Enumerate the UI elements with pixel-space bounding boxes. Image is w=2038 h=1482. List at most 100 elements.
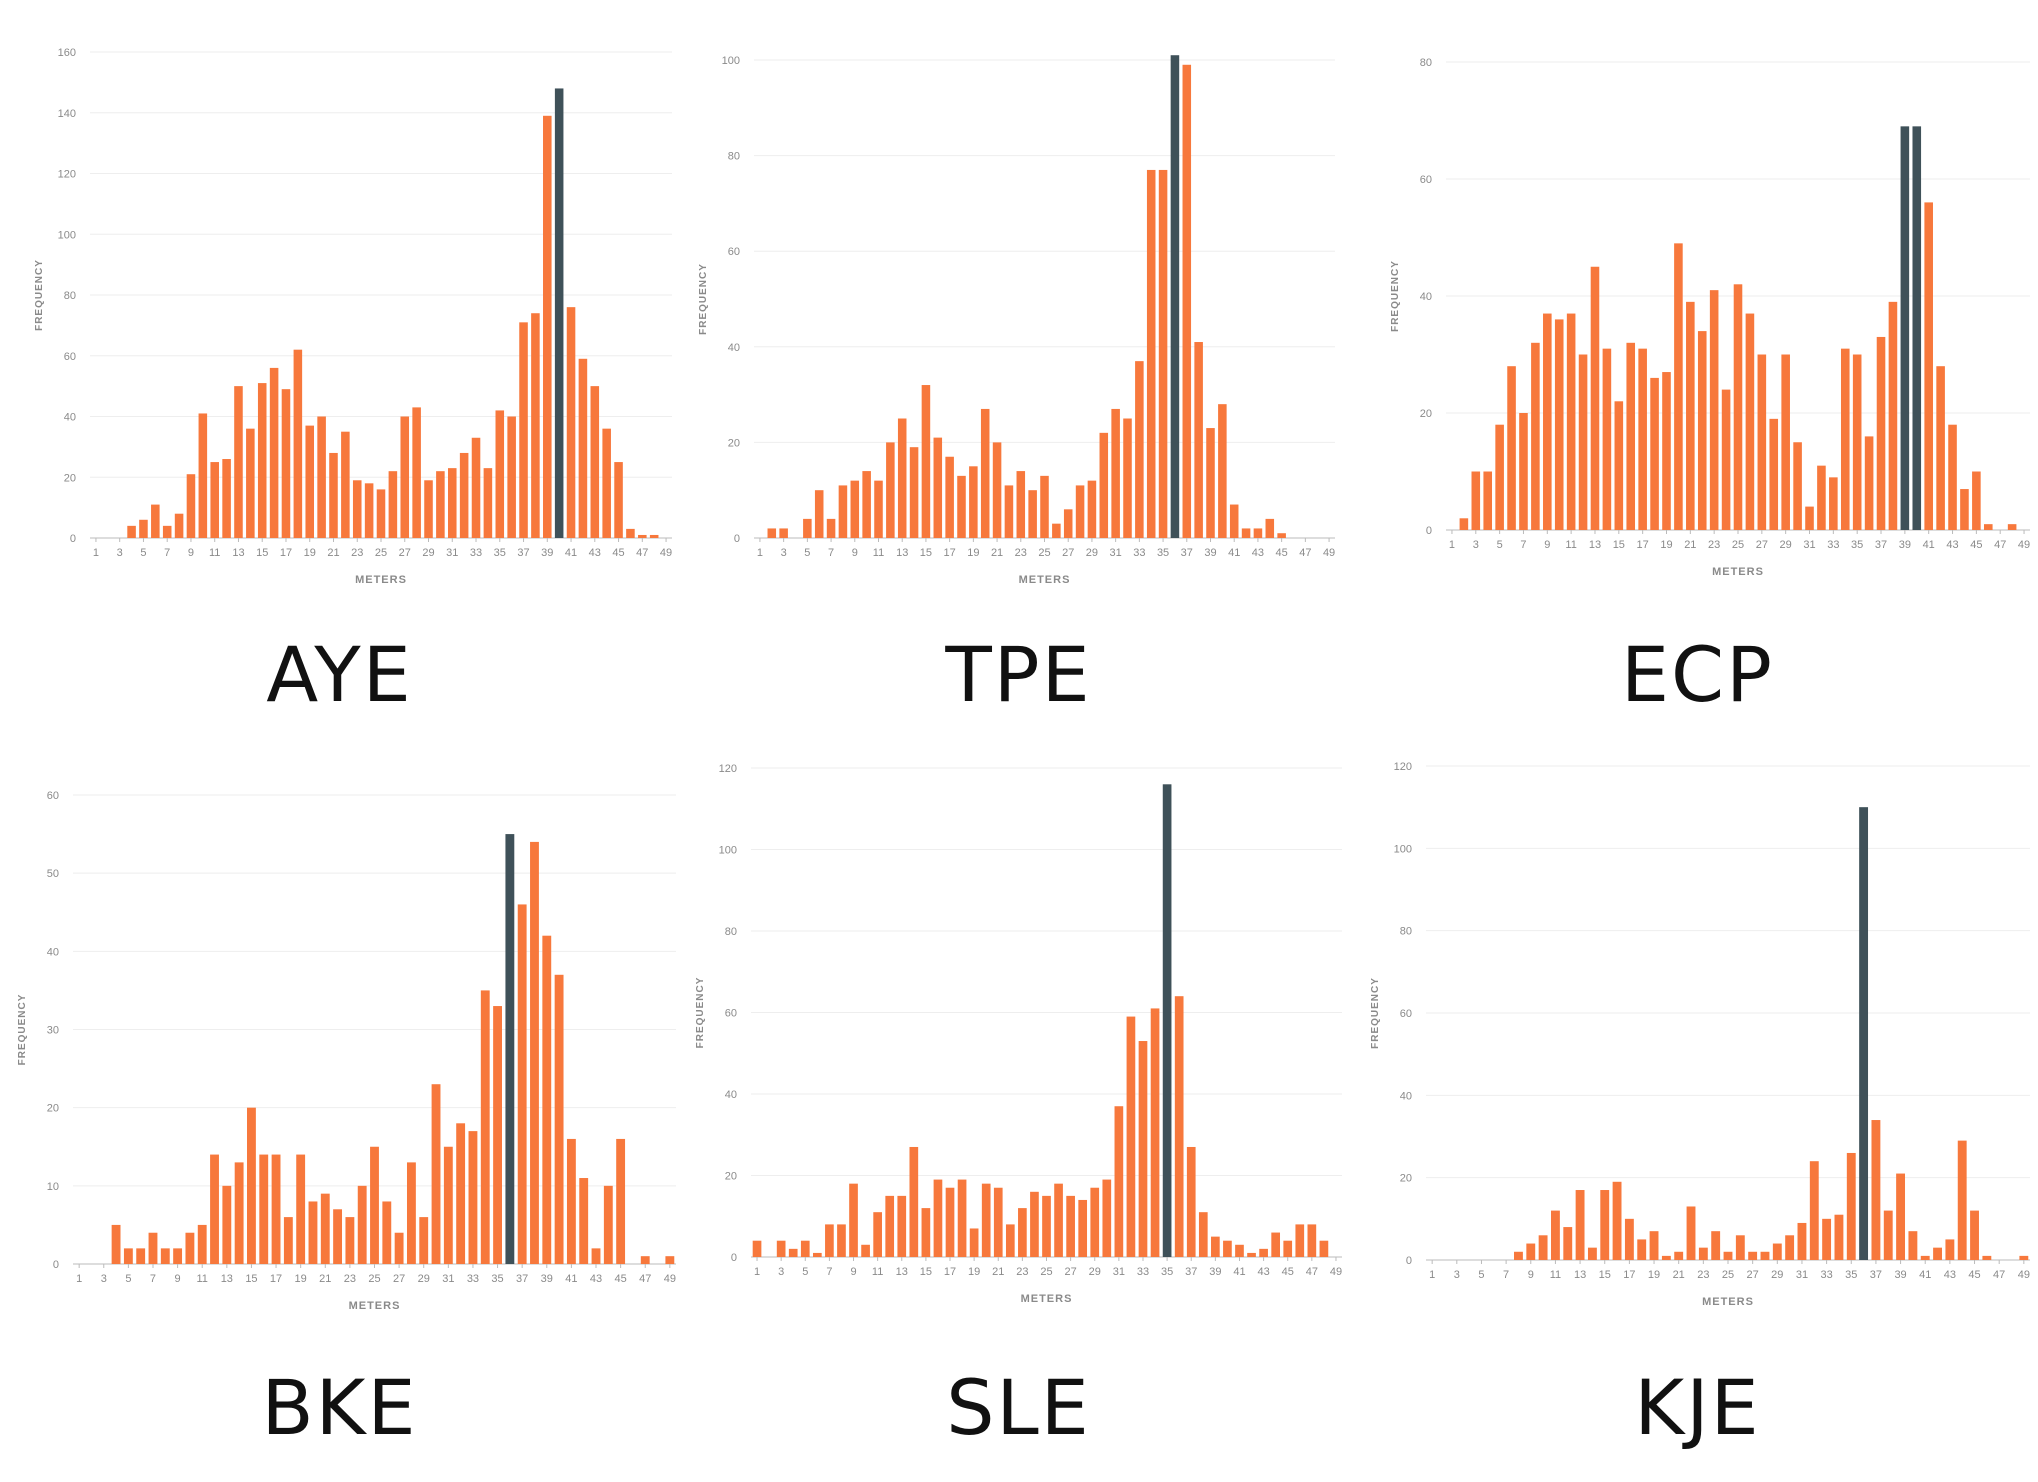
bar [1235,1244,1244,1257]
y-tick-label: 20 [1420,408,1432,420]
x-tick-label: 19 [1648,1269,1660,1281]
x-tick-label: 45 [614,1273,626,1285]
bar [1099,432,1109,538]
bar [186,474,196,538]
y-tick-label: 100 [719,845,737,857]
bar [897,418,907,538]
x-tick-label: 49 [2018,539,2030,551]
bar [1674,1251,1684,1260]
bar [222,1185,232,1264]
x-tick-label: 45 [1968,1269,1980,1281]
bar [1295,1224,1305,1257]
bar [665,1256,675,1264]
bar [1587,1247,1597,1260]
x-tick-label: 9 [850,1266,856,1278]
bar [1531,342,1540,530]
bar [1459,518,1469,530]
chart-panel-bke: 0 10 20 30 40 50 60 1 3 5 7 9 11 13 15 17 19 21 23 25 27 29 31… [0,741,679,1482]
bar [886,442,895,538]
x-tick-label: 43 [1252,547,1264,559]
x-tick-label: 5 [804,547,810,559]
bar [269,367,279,538]
bar [1123,418,1132,538]
bar [1982,1255,1992,1260]
x-tick-label: 37 [1181,547,1193,559]
y-tick-label: 100 [1394,843,1412,855]
y-tick-label: 140 [58,108,76,120]
bar [945,456,954,538]
bar [388,471,398,538]
bar [825,1224,834,1257]
x-tick-label: 29 [422,547,434,559]
bar [578,358,588,538]
bar [909,1146,919,1257]
bar [1757,354,1767,530]
x-tick-label: 33 [1137,1266,1149,1278]
x-tick-label: 41 [1919,1269,1931,1281]
bar [162,525,172,538]
chart-caption: ECP [1621,630,1774,719]
y-tick-label: 0 [1406,1255,1412,1267]
bar [257,383,267,538]
bar [640,1256,650,1264]
x-axis-title: METERS [1712,566,1764,578]
x-tick-label: 7 [1520,539,1526,551]
x-tick-label: 25 [368,1273,380,1285]
bar [1697,331,1707,530]
bar [151,504,160,538]
bar [1933,1247,1942,1260]
y-tick-label: 40 [725,1089,737,1101]
bar [1040,475,1049,538]
bar [861,1244,870,1257]
bar [1805,506,1814,530]
bar [1733,284,1743,530]
chart-caption: BKE [261,1363,418,1452]
x-tick-label: 49 [2018,1269,2030,1281]
bar [1495,424,1504,530]
y-axis-title: FREQUENCY [695,977,706,1049]
bar [341,431,350,538]
bar [1111,408,1120,538]
y-tick-label: 0 [70,533,76,545]
bar [981,1183,991,1257]
bar [1005,1224,1015,1257]
bar [443,1146,453,1264]
x-tick-label: 35 [491,1273,503,1285]
bar [1507,366,1516,530]
bar [305,425,315,538]
x-tick-label: 33 [467,1273,479,1285]
bar [1983,524,1993,530]
x-tick-label: 3 [1454,1269,1460,1281]
x-tick-label: 47 [636,547,648,559]
bar [849,1183,858,1257]
bar [1307,1224,1317,1257]
x-tick-label: 27 [1062,547,1074,559]
bar [1829,477,1838,530]
bar [333,1209,343,1264]
x-tick-label: 35 [1157,547,1169,559]
bar [1028,490,1037,538]
bar [222,459,231,538]
bar [1785,1235,1795,1260]
chart-panel-kje: 0 20 40 60 80 100 120 1 3 5 7 9 11 13 15 17 19 21 23 25 27 29… [1358,741,2037,1482]
bar [969,466,978,538]
x-tick-label: 9 [852,547,858,559]
y-tick-label: 0 [734,533,740,545]
x-tick-label: 31 [446,547,458,559]
bar [1809,1161,1819,1260]
y-tick-label: 0 [53,1259,59,1271]
bar [850,480,860,538]
y-tick-label: 20 [1400,1173,1412,1185]
x-tick-label: 11 [1565,539,1576,551]
x-tick-label: 19 [1660,539,1672,551]
bar-highlight [1162,784,1172,1257]
bar [1769,418,1779,530]
x-tick-label: 5 [140,547,146,559]
bar [1277,533,1286,538]
bar [1602,348,1612,530]
bar [1970,1210,1979,1260]
x-tick-label: 9 [188,547,194,559]
chart-panel-tpe: 0 20 40 60 80 100 1 3 5 7 9 11 13 15 17 19 21 23 25 27 29 31 3… [679,0,1358,741]
